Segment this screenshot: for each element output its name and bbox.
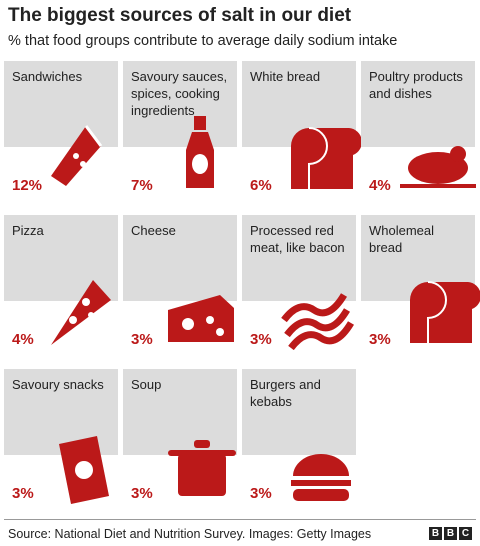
tile-background: [242, 369, 356, 455]
food-icon: [59, 436, 109, 504]
food-tile: Sandwiches 12%: [4, 61, 118, 200]
food-share: 7%: [131, 177, 153, 194]
food-tile: Savoury snacks 3%: [4, 369, 118, 508]
tile-background: [4, 61, 118, 147]
logo-letter: B: [444, 527, 457, 540]
food-share: 3%: [250, 485, 272, 502]
tile-background: [4, 369, 118, 455]
food-label: Poultry products and dishes: [369, 69, 463, 101]
food-share: 3%: [131, 485, 153, 502]
tile-background: [123, 369, 237, 455]
logo-letter: B: [429, 527, 442, 540]
food-share: 4%: [369, 177, 391, 194]
food-icon: [51, 125, 103, 186]
food-icon: [51, 280, 111, 345]
food-share: 12%: [12, 177, 43, 194]
subtitle: % that food groups contribute to average…: [8, 33, 398, 49]
food-label: White bread: [250, 69, 321, 84]
tile-background: [361, 61, 475, 147]
food-tile: Burgers and kebabs 3%: [242, 369, 356, 508]
tile-background: [123, 215, 237, 301]
food-tile: Cheese 3%: [123, 215, 237, 354]
food-share: 6%: [250, 177, 272, 194]
food-label: Burgers and kebabs: [250, 377, 321, 409]
tile-background: [242, 215, 356, 301]
food-label: Cheese: [131, 223, 176, 238]
food-share: 3%: [131, 331, 153, 348]
title: The biggest sources of salt in our diet: [8, 5, 352, 26]
footer-rule: [4, 519, 476, 520]
food-tile: Poultry products and dishes 4%: [361, 61, 476, 200]
food-icon: [168, 295, 234, 342]
tile-background: [123, 61, 237, 147]
food-tile: Savoury sauces, spices, cooking ingredie…: [123, 61, 237, 200]
food-label: Wholemeal bread: [369, 223, 435, 255]
food-share: 3%: [250, 331, 272, 348]
food-share: 3%: [369, 331, 391, 348]
food-label: Processed red meat, like bacon: [250, 223, 345, 255]
food-icon: [186, 116, 214, 188]
food-icon: [291, 454, 351, 501]
food-share: 4%: [12, 331, 34, 348]
food-tile: Pizza 4%: [4, 215, 118, 354]
food-icon: [291, 127, 362, 189]
food-share: 3%: [12, 485, 34, 502]
food-tile: Processed red meat, like bacon 3%: [242, 215, 356, 354]
food-icon: [281, 293, 355, 350]
food-icon: [410, 281, 480, 343]
tile-background: [4, 215, 118, 301]
food-label: Sandwiches: [12, 69, 83, 84]
food-tile: Wholemeal bread 3%: [361, 215, 480, 354]
food-tile: Soup 3%: [123, 369, 237, 508]
food-label: Savoury sauces, spices, cooking ingredie…: [131, 69, 228, 118]
food-label: Savoury snacks: [12, 377, 104, 392]
food-label: Pizza: [12, 223, 44, 238]
source: Source: National Diet and Nutrition Surv…: [8, 527, 372, 541]
food-icon: [400, 146, 476, 188]
food-tile: White bread 6%: [242, 61, 362, 200]
food-label: Soup: [131, 377, 162, 392]
food-icon: [168, 440, 236, 496]
logo-letter: C: [459, 527, 472, 540]
